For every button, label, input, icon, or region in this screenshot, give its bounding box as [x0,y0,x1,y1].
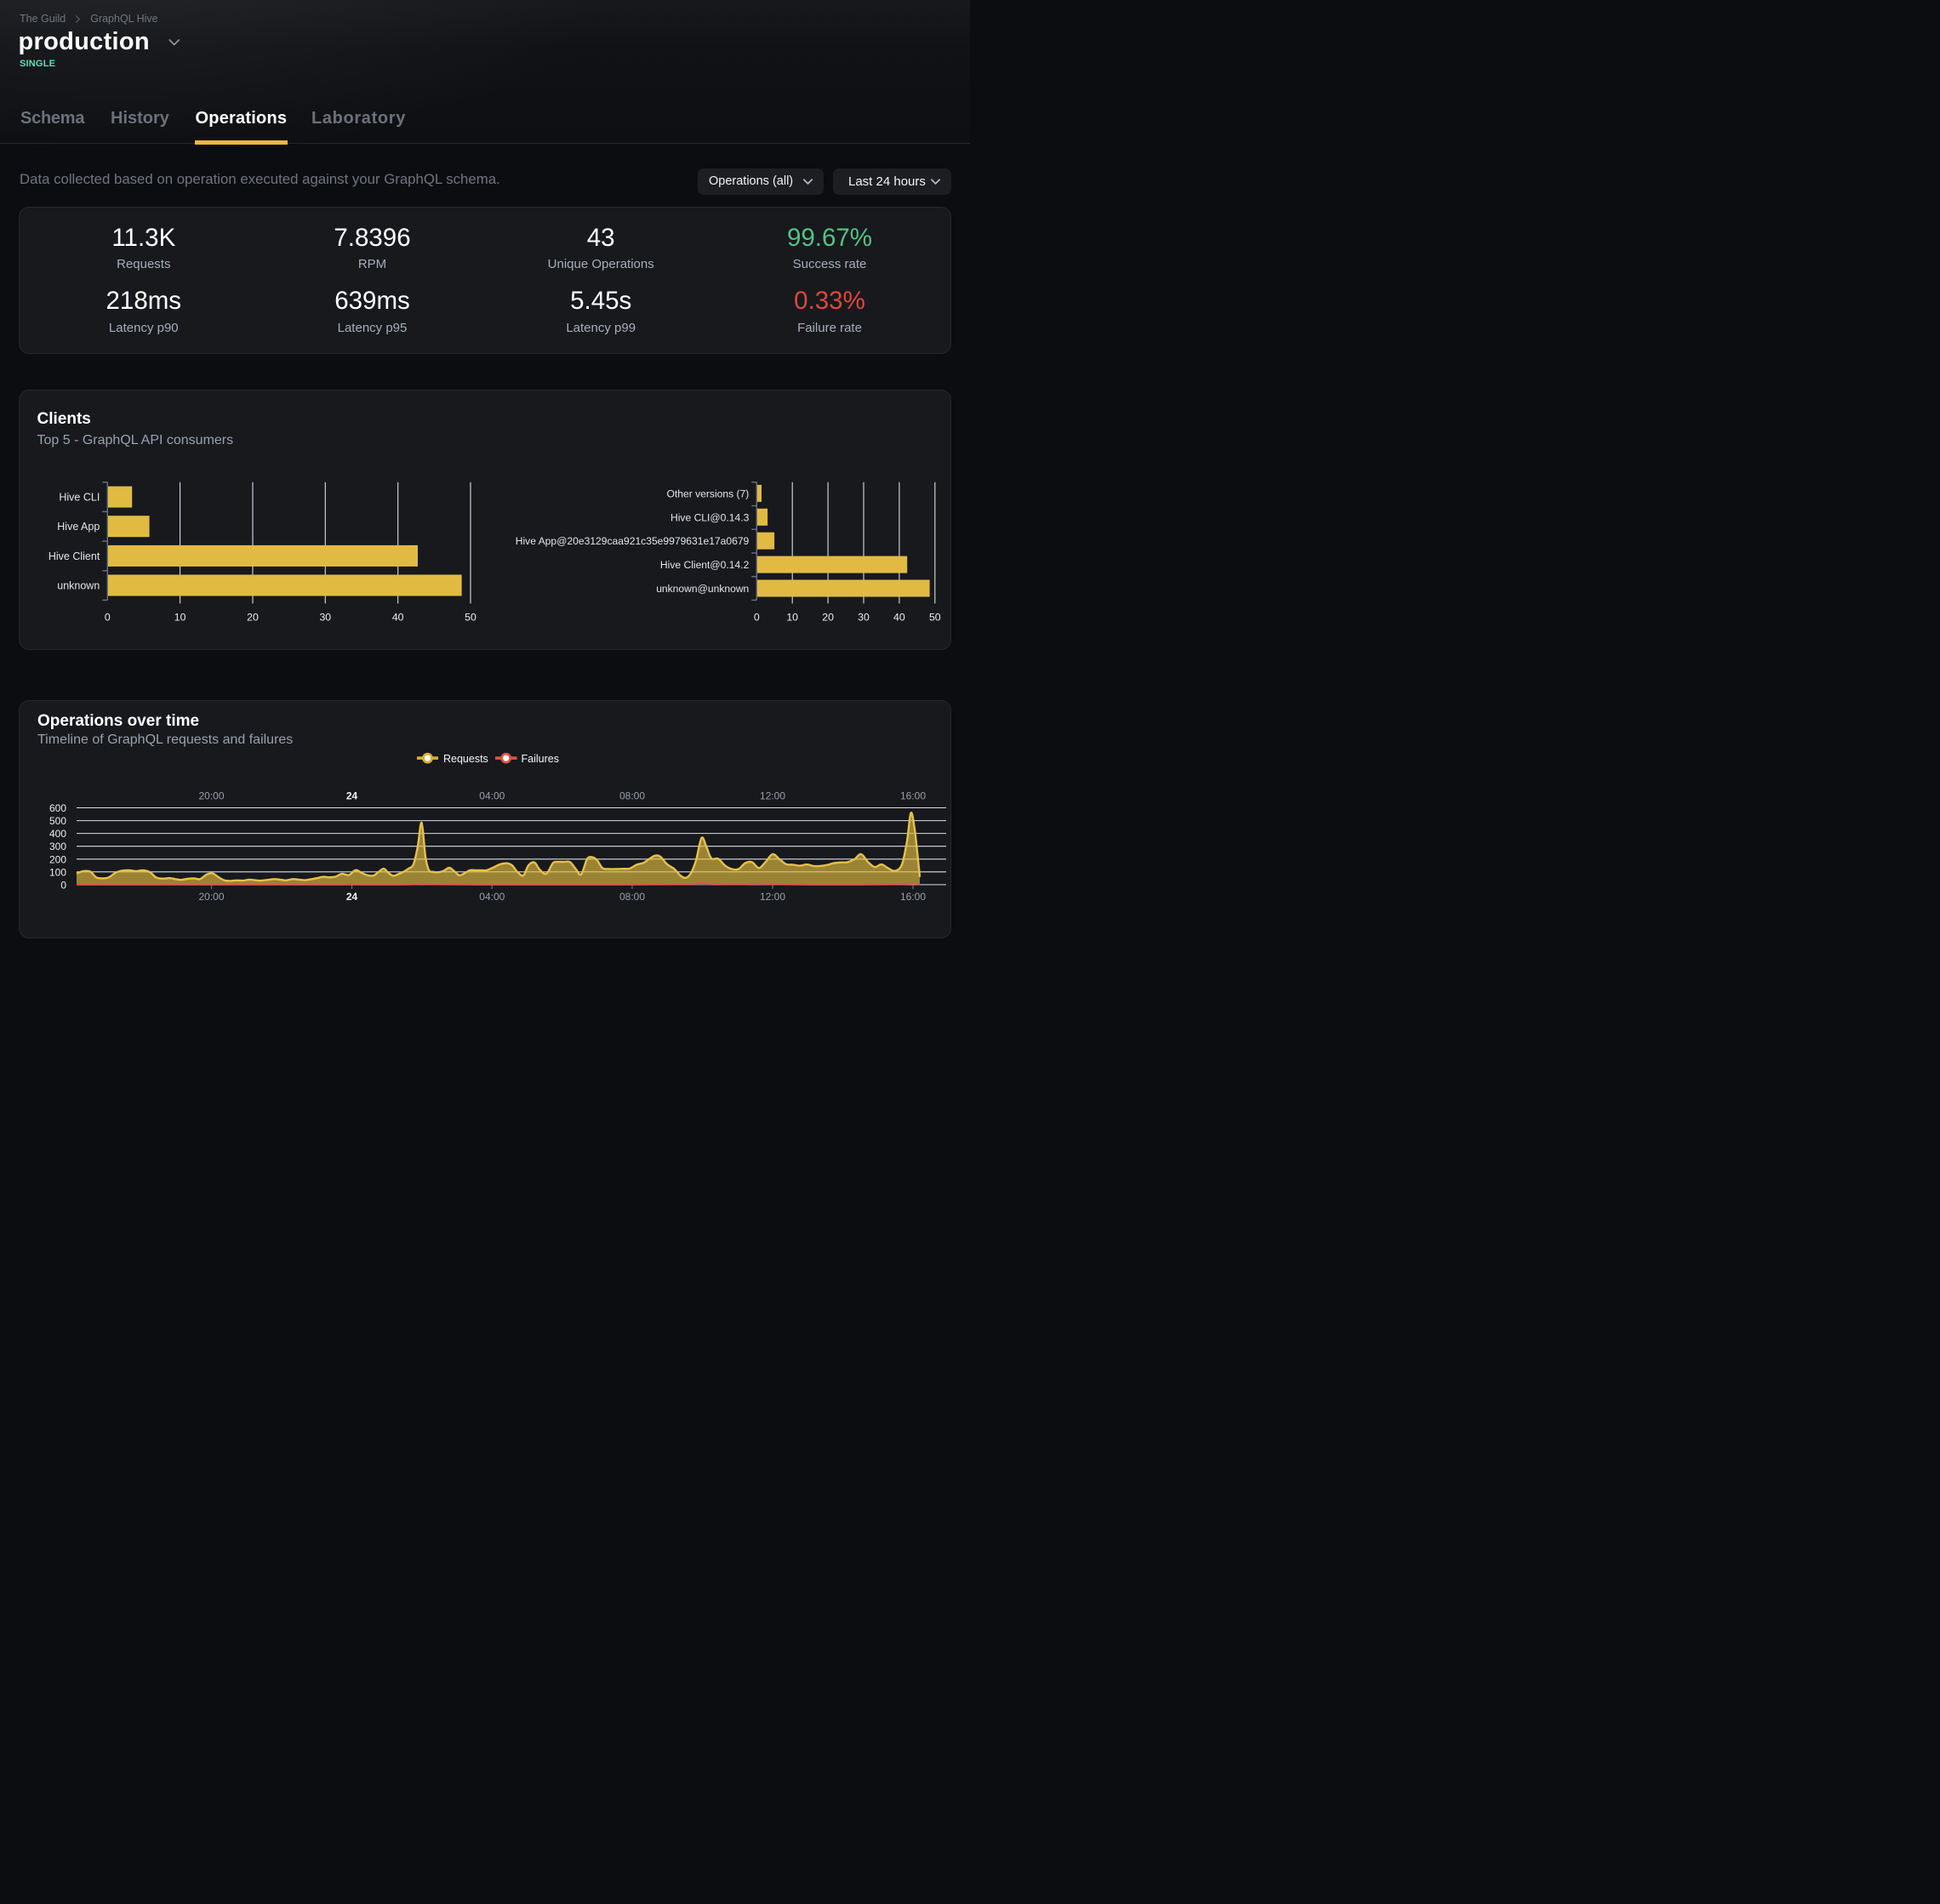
svg-text:30: 30 [319,612,331,624]
svg-text:16:00: 16:00 [900,790,926,801]
svg-text:600: 600 [49,802,66,814]
svg-text:Requests: Requests [443,753,488,765]
svg-text:100: 100 [49,866,66,878]
svg-text:0: 0 [60,879,66,891]
svg-text:Other versions (7): Other versions (7) [667,487,750,499]
svg-text:20:00: 20:00 [198,790,224,801]
svg-text:20: 20 [822,612,834,624]
svg-text:Failures: Failures [522,753,559,765]
svg-text:unknown: unknown [57,580,100,592]
svg-text:30: 30 [858,612,870,624]
svg-text:40: 40 [893,612,905,624]
svg-text:Hive CLI: Hive CLI [59,492,100,504]
svg-text:24: 24 [346,790,358,801]
svg-text:20:00: 20:00 [198,891,224,903]
svg-text:20: 20 [247,612,259,624]
svg-text:200: 200 [49,853,66,865]
svg-text:12:00: 12:00 [760,790,785,801]
svg-text:04:00: 04:00 [479,891,505,903]
svg-text:Hive App@20e3129caa921c35e9979: Hive App@20e3129caa921c35e9979631e17a067… [516,535,750,547]
svg-text:04:00: 04:00 [479,790,505,801]
svg-text:500: 500 [49,815,66,827]
svg-text:Hive Client@0.14.2: Hive Client@0.14.2 [660,559,750,571]
svg-text:unknown@unknown: unknown@unknown [656,583,749,595]
svg-text:08:00: 08:00 [619,790,645,801]
svg-text:10: 10 [786,612,798,624]
svg-text:40: 40 [392,612,404,624]
svg-text:Hive CLI@0.14.3: Hive CLI@0.14.3 [670,511,750,523]
svg-text:10: 10 [174,612,186,624]
svg-text:0: 0 [105,612,111,624]
svg-text:16:00: 16:00 [900,891,926,903]
svg-text:0: 0 [754,612,760,624]
svg-text:50: 50 [465,612,476,624]
svg-text:300: 300 [49,841,66,852]
svg-text:08:00: 08:00 [619,891,645,903]
svg-text:Hive Client: Hive Client [48,550,100,562]
svg-text:400: 400 [49,828,66,840]
svg-text:24: 24 [346,891,358,903]
svg-text:12:00: 12:00 [760,891,785,903]
svg-text:Hive App: Hive App [57,521,100,533]
svg-text:50: 50 [929,612,941,624]
